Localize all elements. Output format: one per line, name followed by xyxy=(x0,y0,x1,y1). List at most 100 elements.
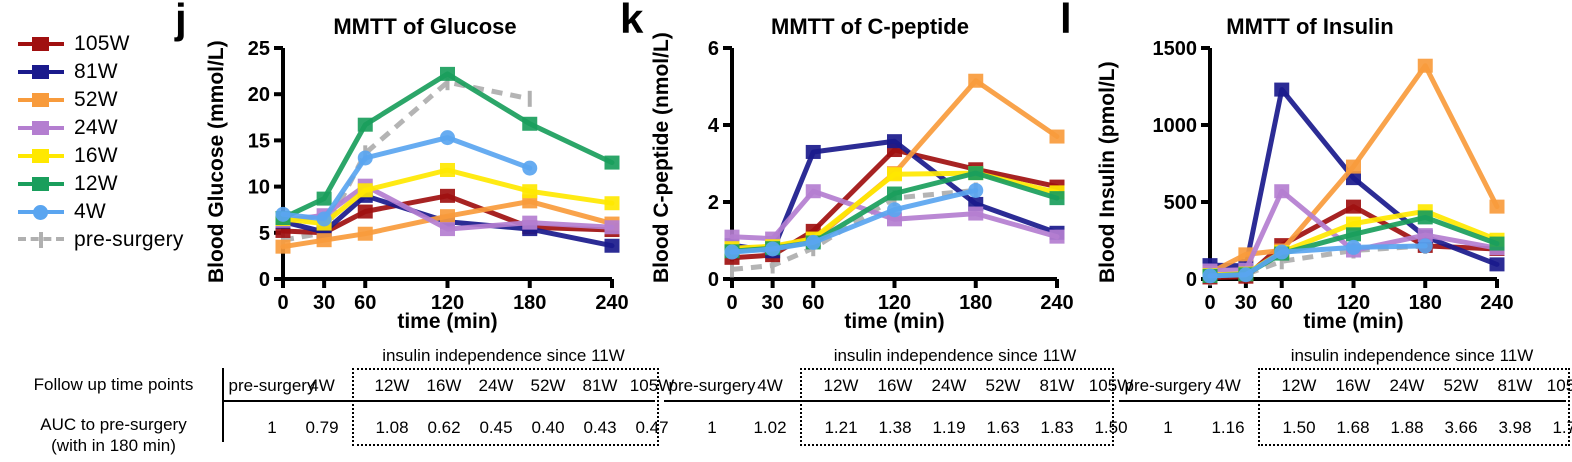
table-value-cell: 0.47 xyxy=(635,418,669,437)
table-value-cell: 1.50 xyxy=(1282,418,1316,437)
svg-text:240: 240 xyxy=(1480,292,1513,314)
table-header-rule xyxy=(222,400,655,402)
table-header-cell: 105W xyxy=(629,376,675,395)
table-header-cell: 16W xyxy=(1335,376,1371,395)
svg-text:30: 30 xyxy=(762,292,784,314)
table-value-cell: 0.43 xyxy=(583,418,617,437)
legend-item-label: 81W xyxy=(74,60,118,83)
chart-panel-cpeptide: k MMTT of C-peptide Blood C-peptide (nmol/… xyxy=(620,0,1075,340)
svg-text:180: 180 xyxy=(1409,292,1442,314)
svg-text:4: 4 xyxy=(708,115,720,137)
chart-title: MMTT of Insulin xyxy=(1226,14,1394,39)
table-value-cell: 1.88 xyxy=(1390,418,1424,437)
table-value-cell: 3.66 xyxy=(1444,418,1478,437)
insulin-independence-bracket xyxy=(800,368,1114,446)
table-header-cell: 52W xyxy=(985,376,1021,395)
table-header-cell: 105W xyxy=(1546,376,1572,395)
table-value-cell: 1 xyxy=(267,418,277,437)
table-header-cell: 24W xyxy=(478,376,514,395)
svg-text:60: 60 xyxy=(1271,292,1293,314)
panel-letter-j: j xyxy=(175,0,187,42)
legend-marker-square-icon xyxy=(18,35,64,53)
table-header-cell: 16W xyxy=(877,376,913,395)
chart-plot-area: 0 500 1000 1500 0 30 60 120 180 240 xyxy=(1153,38,1514,314)
svg-text:0: 0 xyxy=(277,292,288,314)
x-axis-label: time (min) xyxy=(397,310,498,333)
chart-plot-area: 0 5 10 15 20 25 0 30 60 120 180 240 xyxy=(248,38,629,314)
legend-marker-square-icon xyxy=(18,175,64,193)
svg-text:2: 2 xyxy=(708,192,719,214)
legend-item-81w: 81W xyxy=(18,58,188,86)
svg-text:120: 120 xyxy=(431,292,464,314)
svg-text:10: 10 xyxy=(248,177,270,199)
table-value-cell: 1.83 xyxy=(1040,418,1074,437)
legend-item-label: 16W xyxy=(74,144,118,167)
table-header-cell: 12W xyxy=(1281,376,1317,395)
table-header-cell: 81W xyxy=(582,376,618,395)
table-header-cell: pre-surgery xyxy=(668,376,756,395)
legend-item-105w: 105W xyxy=(18,30,188,58)
table-header-cell: 105W xyxy=(1088,376,1134,395)
table-header-cell: 12W xyxy=(823,376,859,395)
svg-text:60: 60 xyxy=(354,292,376,314)
legend-item-label: 24W xyxy=(74,116,118,139)
table-value-cell: 1.63 xyxy=(986,418,1020,437)
svg-text:240: 240 xyxy=(1040,292,1073,314)
series-52w xyxy=(275,194,620,254)
svg-text:1500: 1500 xyxy=(1153,38,1198,60)
legend-item-52w: 52W xyxy=(18,86,188,114)
panel-letter-k: k xyxy=(620,0,644,42)
x-axis-label: time (min) xyxy=(844,310,945,333)
table-value-cell: 1.21 xyxy=(824,418,858,437)
svg-text:30: 30 xyxy=(313,292,335,314)
table-value-cell: 1.08 xyxy=(375,418,409,437)
series-52w xyxy=(724,73,1065,258)
series-legend: 105W 81W 52W 24W 16W 12W 4W pre-surgery xyxy=(18,30,188,254)
auc-summary-table: Follow up time points AUC to pre-surgery (… xyxy=(0,342,1572,462)
legend-marker-square-icon xyxy=(18,147,64,165)
table-value-cell: 1.02 xyxy=(753,418,787,437)
svg-text:25: 25 xyxy=(248,38,270,60)
table-value-cell: 1.50 xyxy=(1094,418,1128,437)
table-header-rule xyxy=(664,400,1110,402)
table-column-divider xyxy=(222,368,224,442)
svg-text:0: 0 xyxy=(726,292,737,314)
legend-marker-square-icon xyxy=(18,63,64,81)
chart-title: MMTT of C-peptide xyxy=(771,14,969,39)
table-header-cell: 4W xyxy=(309,376,335,395)
table-metric-label-line2: (with in 180 min) xyxy=(51,436,176,456)
table-value-cell: 0.62 xyxy=(427,418,461,437)
svg-text:0: 0 xyxy=(1204,292,1215,314)
table-header-rule xyxy=(1119,400,1566,402)
table-header-cell: pre-surgery xyxy=(1124,376,1212,395)
svg-text:20: 20 xyxy=(248,84,270,106)
table-header-cell: 24W xyxy=(1389,376,1425,395)
chart-title: MMTT of Glucose xyxy=(333,14,517,39)
table-value-cell: 0.45 xyxy=(479,418,513,437)
table-header-cell: pre-surgery xyxy=(228,376,316,395)
svg-text:0: 0 xyxy=(708,269,719,291)
table-value-cell: 0.79 xyxy=(305,418,339,437)
legend-marker-circle-icon xyxy=(18,203,64,221)
legend-item-4w: 4W xyxy=(18,198,188,226)
svg-text:180: 180 xyxy=(513,292,546,314)
table-value-cell: 1.71 xyxy=(1552,418,1572,437)
table-header-cell: 52W xyxy=(530,376,566,395)
legend-item-12w: 12W xyxy=(18,170,188,198)
table-value-cell: 1 xyxy=(1163,418,1173,437)
svg-text:0: 0 xyxy=(1186,269,1197,291)
svg-text:240: 240 xyxy=(595,292,628,314)
table-value-cell: 1.68 xyxy=(1336,418,1370,437)
table-header-cell: 12W xyxy=(374,376,410,395)
panel-letter-l: l xyxy=(1060,0,1072,42)
table-header-cell: 4W xyxy=(1215,376,1241,395)
svg-text:120: 120 xyxy=(878,292,911,314)
table-value-cell: 3.98 xyxy=(1498,418,1532,437)
series-4w xyxy=(724,182,984,260)
series-4w xyxy=(275,130,538,227)
table-value-cell: 1 xyxy=(707,418,717,437)
insulin-independence-caption: insulin independence since 11W xyxy=(1290,346,1534,365)
svg-text:30: 30 xyxy=(1235,292,1257,314)
table-metric-label: AUC to pre-surgery (with in 180 min) xyxy=(6,414,221,457)
